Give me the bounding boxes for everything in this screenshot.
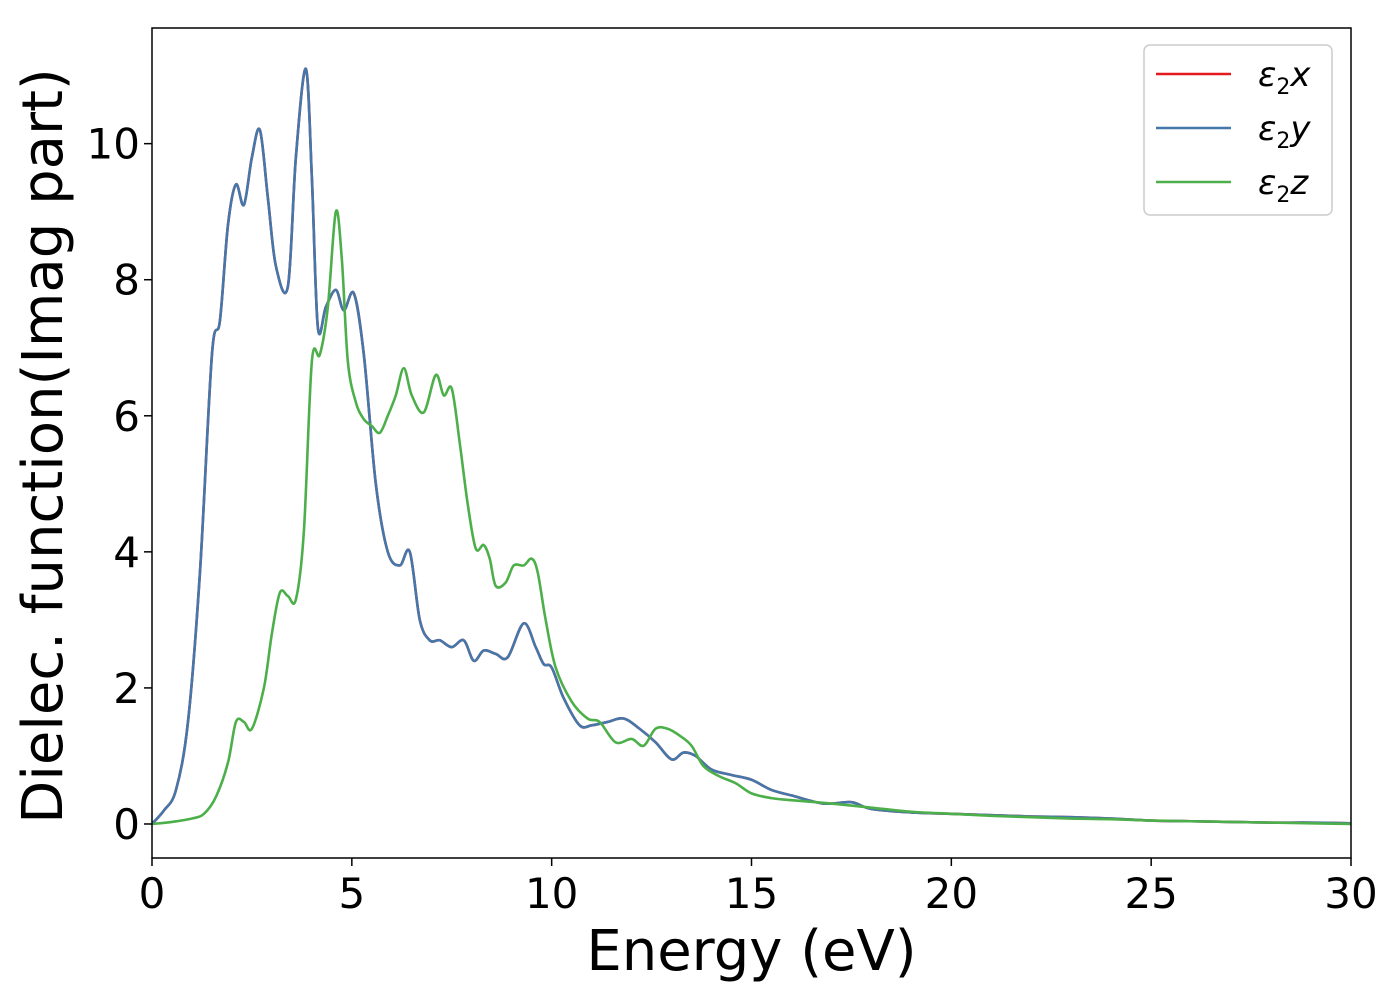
y-tick-label: 10 (87, 120, 140, 169)
legend-label: ε2y (1258, 109, 1311, 154)
legend: ε2x ε2y ε2z (1143, 44, 1333, 216)
x-tick-label: 20 (925, 869, 978, 918)
legend-label: ε2x (1258, 55, 1311, 100)
y-tick-label: 6 (113, 392, 140, 441)
x-tick-label: 10 (525, 869, 578, 918)
y-axis-ticks: 0 2 4 6 8 10 (87, 120, 152, 849)
y-tick-label: 0 (113, 800, 140, 849)
series-layer (152, 67, 1351, 826)
series-line-z (152, 209, 1351, 826)
y-tick-label: 8 (113, 256, 140, 305)
x-tick-label: 5 (338, 869, 365, 918)
y-axis-title: Dielec. function(Imag part) (11, 68, 76, 824)
x-tick-label: 25 (1124, 869, 1177, 918)
legend-label: ε2z (1258, 163, 1309, 208)
x-axis-title: Energy (eV) (586, 919, 916, 984)
x-tick-label: 30 (1324, 869, 1377, 918)
legend-box (1143, 44, 1333, 216)
legend-entries: ε2x ε2y ε2z (1156, 55, 1311, 208)
x-tick-label: 15 (725, 869, 778, 918)
x-axis-ticks: 0 5 10 15 20 25 30 (139, 858, 1378, 918)
x-tick-label: 0 (139, 869, 166, 918)
y-tick-label: 4 (113, 528, 140, 577)
y-tick-label: 2 (113, 664, 140, 713)
